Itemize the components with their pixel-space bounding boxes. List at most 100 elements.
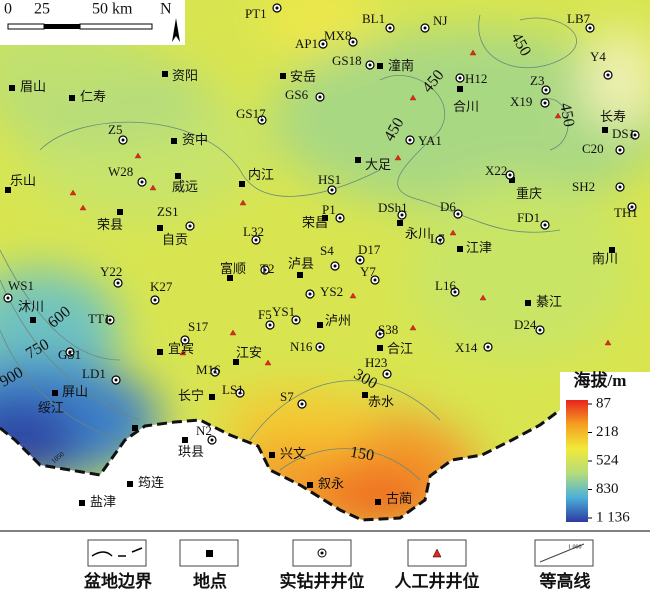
- place-marker: [175, 173, 181, 179]
- place-marker: [171, 138, 177, 144]
- place-marker: [377, 63, 383, 69]
- well-label: GS18: [332, 53, 362, 68]
- well-dot: [188, 224, 192, 228]
- well-label: DS1: [612, 126, 635, 141]
- well-dot: [263, 268, 267, 272]
- well-label: LS1: [222, 382, 244, 397]
- well-label: AP1: [295, 36, 318, 51]
- well-dot: [318, 345, 322, 349]
- legend-label: 盆地边界: [83, 571, 152, 591]
- well-dot: [275, 6, 279, 10]
- well-dot: [6, 296, 10, 300]
- colorbar-tick-label: 830: [596, 481, 619, 497]
- well-label: FD1: [517, 210, 540, 225]
- place-label: 自贡: [162, 232, 188, 247]
- well-dot: [456, 212, 460, 216]
- well-dot: [238, 391, 242, 395]
- colorbar-tick-label: 218: [596, 424, 619, 440]
- place-label: 仁寿: [80, 89, 106, 104]
- place-marker: [117, 209, 123, 215]
- place-marker: [162, 71, 168, 77]
- well-label: L32: [243, 224, 264, 239]
- place-marker: [69, 95, 75, 101]
- place-marker: [239, 181, 245, 187]
- place-marker: [457, 86, 463, 92]
- place-label: 南川: [592, 251, 618, 266]
- well-label: WS1: [8, 278, 34, 293]
- legend-contour-sample: 1 000: [568, 544, 582, 550]
- well-label: N2: [196, 423, 212, 438]
- well-label: H23: [365, 355, 387, 370]
- well-label: X22: [485, 163, 507, 178]
- place-marker: [457, 246, 463, 252]
- well-label: SH2: [572, 179, 595, 194]
- well-label: GS6: [285, 87, 309, 102]
- legend-label: 地点: [193, 571, 227, 591]
- place-label: 筠连: [138, 475, 164, 490]
- place-label: 珙县: [178, 444, 204, 459]
- place-label: 江安: [236, 345, 262, 360]
- well-label: PT1: [245, 6, 267, 21]
- place-label: 泸州: [325, 313, 351, 328]
- well-dot: [588, 26, 592, 30]
- well-dot: [423, 26, 427, 30]
- colorbar-title: 海拔/m: [574, 370, 627, 390]
- legend: [87, 539, 594, 567]
- place-label: 乐山: [10, 173, 36, 188]
- outside-basin: [0, 410, 560, 530]
- place-label: 合江: [387, 341, 413, 356]
- well-dot: [308, 292, 312, 296]
- place-label: 屏山: [62, 384, 88, 399]
- well-dot: [633, 133, 637, 137]
- place-marker: [377, 345, 383, 351]
- scale-label: 25: [34, 1, 50, 18]
- well-label: TH1: [614, 205, 638, 220]
- place-label: 资阳: [172, 68, 198, 83]
- well-label: YS1: [272, 304, 295, 319]
- well-dot: [183, 338, 187, 342]
- well-dot: [543, 223, 547, 227]
- well-dot: [618, 148, 622, 152]
- place-marker: [525, 300, 531, 306]
- well-dot: [438, 238, 442, 242]
- basin-boundary: [0, 408, 561, 522]
- well-dot: [508, 173, 512, 177]
- colorbar-tick-label: 524: [596, 452, 619, 468]
- well-label: K27: [150, 279, 173, 294]
- well-dot: [486, 345, 490, 349]
- well-label: S38: [378, 322, 398, 337]
- place-label: 长寿: [600, 109, 626, 124]
- north-arrow: [172, 18, 180, 42]
- well-label: GS1: [58, 347, 81, 362]
- well-label: LD1: [82, 366, 106, 381]
- scale-box: [0, 0, 185, 45]
- well-dot: [213, 370, 217, 374]
- place-marker: [132, 425, 138, 431]
- well-dot: [153, 298, 157, 302]
- well-label: X19: [510, 94, 532, 109]
- place-label: 眉山: [20, 79, 46, 94]
- place-label: 叙永: [318, 476, 344, 491]
- place-label: 荣昌: [302, 215, 328, 230]
- legend-label: 等高线: [540, 571, 591, 591]
- place-marker: [52, 390, 58, 396]
- place-label: 重庆: [516, 186, 542, 201]
- well-label: YS2: [320, 284, 343, 299]
- place-marker: [297, 272, 303, 278]
- well-label: D6: [440, 199, 456, 214]
- place-marker: [509, 177, 515, 183]
- well-dot: [385, 372, 389, 376]
- well-dot: [108, 318, 112, 322]
- place-marker: [307, 482, 313, 488]
- well-dot: [210, 438, 214, 442]
- place-marker: [157, 349, 163, 355]
- well-dot: [388, 26, 392, 30]
- place-marker: [322, 215, 328, 221]
- well-label: C20: [582, 141, 604, 156]
- well-dot: [378, 332, 382, 336]
- well-dot: [453, 290, 457, 294]
- scale-label: 50 km: [92, 1, 133, 18]
- north-label: N: [160, 1, 172, 18]
- place-marker: [79, 500, 85, 506]
